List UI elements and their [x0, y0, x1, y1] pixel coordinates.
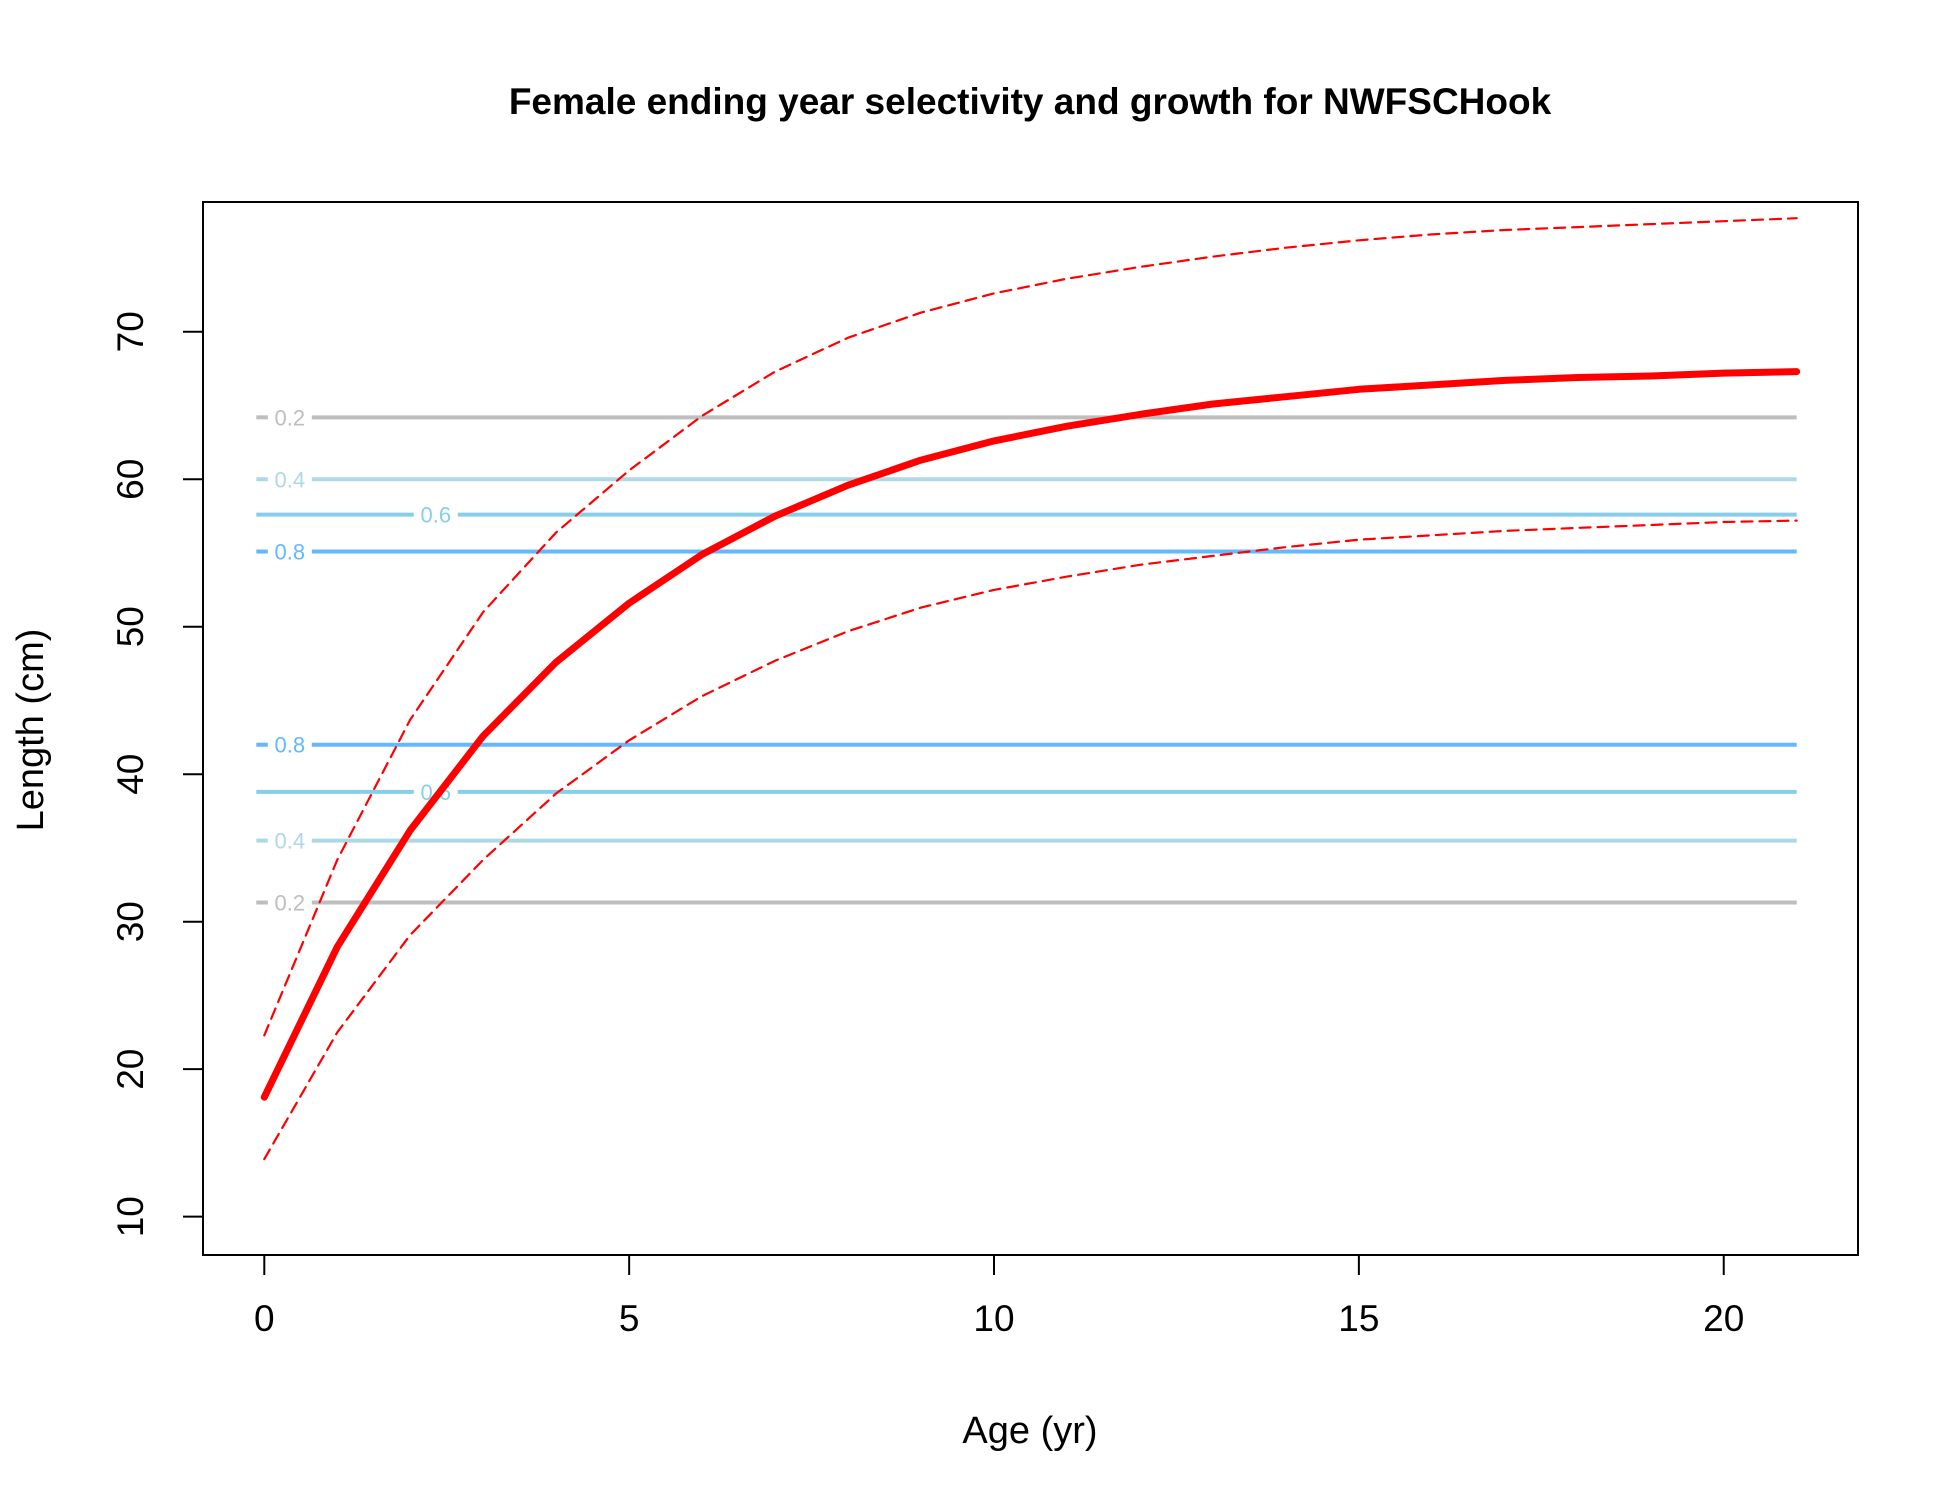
y-tick-label: 60: [110, 459, 151, 500]
y-axis: 10 20 30 40 50 60 70: [110, 311, 204, 1237]
x-tick-label: 0: [254, 1298, 275, 1339]
y-tick-label: 50: [110, 606, 151, 647]
y-tick-label: 20: [110, 1049, 151, 1090]
y-tick-label: 10: [110, 1196, 151, 1237]
series-line-lower: [263, 519, 1798, 1161]
x-axis: 0 5 10 15 20: [254, 1254, 1744, 1339]
contour-label: 0.2: [275, 891, 306, 916]
x-tick-label: 20: [1703, 1298, 1744, 1339]
series-line-upper: [263, 217, 1798, 1037]
contour-label: 0.8: [275, 540, 306, 565]
x-tick-label: 10: [973, 1298, 1014, 1339]
x-tick-label: 15: [1338, 1298, 1379, 1339]
growth-series: [260, 217, 1801, 1161]
selectivity-contours: 0.20.40.60.80.80.60.40.2: [256, 405, 1797, 916]
series-line-mean: [260, 368, 1801, 1101]
chart-title: Female ending year selectivity and growt…: [509, 81, 1552, 122]
y-tick-label: 70: [110, 311, 151, 352]
x-tick-label: 5: [619, 1298, 640, 1339]
contour-label: 0.6: [420, 503, 451, 528]
contour-label: 0.8: [275, 733, 306, 758]
plot-frame: [202, 201, 1859, 1256]
contour-label: 0.4: [275, 829, 306, 854]
y-axis-label: Length (cm): [10, 629, 52, 832]
y-tick-label: 30: [110, 901, 151, 942]
contour-label: 0.4: [275, 467, 306, 492]
contour-label: 0.2: [275, 405, 306, 430]
y-tick-label: 40: [110, 754, 151, 795]
x-axis-label: Age (yr): [962, 1410, 1097, 1452]
